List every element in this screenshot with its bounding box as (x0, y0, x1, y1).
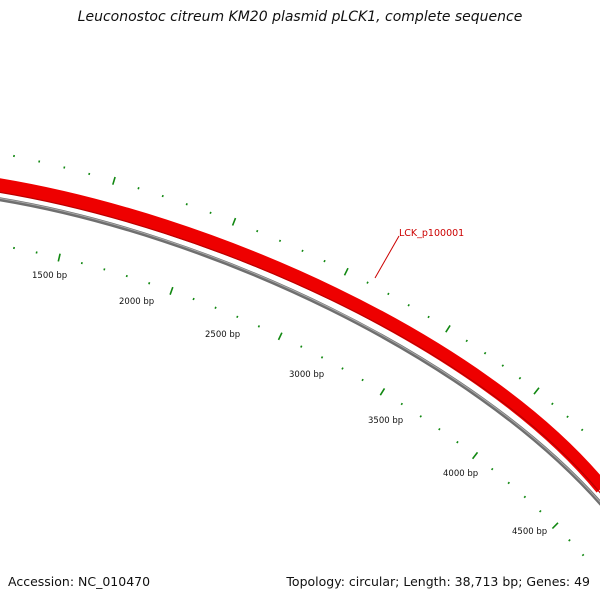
outer-minor-tick (501, 364, 505, 367)
inner-major-tick (169, 286, 174, 295)
inner-minor-tick (320, 356, 324, 359)
inner-minor-tick (581, 553, 585, 557)
outer-minor-tick (465, 339, 468, 343)
inner-minor-tick (236, 315, 239, 319)
outer-minor-tick (518, 376, 522, 380)
inner-tick-ring (13, 246, 585, 557)
inner-minor-tick (192, 297, 195, 301)
inner-major-tick (57, 253, 61, 262)
map-title: Leuconostoc citreum KM20 plasmid pLCK1, … (77, 9, 523, 25)
outer-minor-tick (323, 259, 326, 263)
inner-minor-tick (300, 345, 303, 348)
inner-major-tick (471, 451, 479, 460)
scale-labels: 1500 bp 2000 bp 2500 bp 3000 bp 3500 bp … (32, 271, 547, 537)
outer-minor-tick (256, 229, 259, 233)
inner-minor-tick (419, 415, 422, 418)
outer-minor-tick (278, 239, 282, 243)
outer-minor-tick (161, 194, 164, 198)
accession-text: Accession: NC_010470 (8, 574, 151, 589)
backbone-arc-highlight (0, 197, 600, 503)
scale-label-1500: 1500 bp (32, 271, 67, 281)
inner-minor-tick (103, 268, 106, 271)
inner-minor-tick (214, 306, 217, 309)
scale-label-2000: 2000 bp (119, 297, 154, 307)
inner-minor-tick (523, 495, 527, 499)
outer-minor-tick (209, 211, 212, 214)
outer-minor-tick (580, 428, 584, 432)
outer-major-tick (533, 387, 540, 395)
inner-minor-tick (257, 325, 261, 328)
scale-label-2500: 2500 bp (205, 330, 240, 340)
topology-summary: Topology: circular; Length: 38,713 bp; G… (286, 574, 590, 589)
outer-minor-tick (566, 415, 569, 419)
outer-minor-tick (366, 281, 369, 284)
inner-minor-tick (80, 261, 83, 265)
outer-major-tick (112, 176, 116, 185)
outer-major-tick (445, 324, 451, 333)
inner-major-tick (277, 332, 283, 341)
gene-arc-edge (0, 191, 600, 494)
outer-minor-tick (387, 292, 390, 296)
outer-minor-tick (427, 315, 430, 319)
inner-minor-tick (125, 274, 128, 278)
outer-minor-tick (137, 187, 140, 190)
outer-major-tick (343, 267, 349, 276)
gene-label[interactable]: LCK_p100001 (399, 228, 464, 239)
gene-label-leader (374, 235, 400, 279)
inner-minor-tick (438, 427, 441, 431)
gene-arc[interactable] (0, 178, 600, 493)
inner-minor-tick (568, 539, 571, 542)
backbone-arc (0, 197, 600, 506)
outer-minor-tick (483, 351, 487, 355)
scale-label-3000: 3000 bp (289, 370, 324, 380)
outer-minor-tick (551, 402, 554, 406)
outer-minor-tick (185, 203, 188, 206)
inner-minor-tick (539, 509, 542, 513)
inner-minor-tick (361, 378, 364, 382)
outer-minor-tick (301, 249, 304, 253)
scale-label-4500: 4500 bp (512, 527, 547, 537)
inner-major-tick (379, 387, 386, 396)
inner-minor-tick (400, 402, 403, 406)
outer-tick-ring (13, 154, 584, 432)
outer-major-tick (231, 217, 237, 226)
inner-major-tick (551, 522, 559, 530)
scale-label-4000: 4000 bp (443, 469, 478, 479)
inner-minor-tick (148, 282, 151, 285)
inner-minor-tick (507, 481, 511, 485)
inner-minor-tick (341, 367, 344, 370)
inner-minor-tick (456, 440, 459, 444)
outer-minor-tick (407, 303, 410, 307)
inner-minor-tick (490, 467, 494, 471)
scale-label-3500: 3500 bp (368, 416, 403, 426)
outer-minor-tick (88, 172, 91, 176)
